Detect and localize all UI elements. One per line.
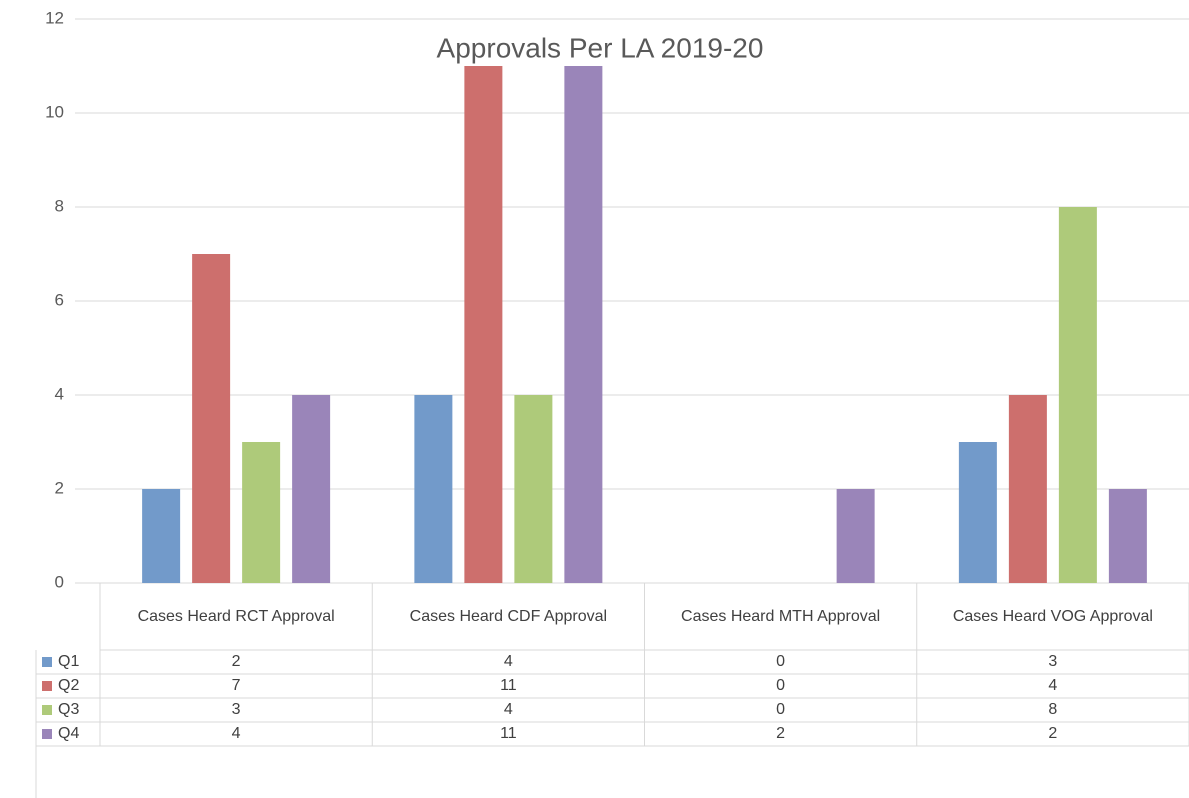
bar bbox=[292, 395, 331, 583]
legend-key bbox=[42, 705, 52, 715]
table-value: 2 bbox=[231, 653, 241, 670]
table-value: 0 bbox=[776, 653, 786, 670]
category-label: Cases Heard RCT Approval bbox=[137, 607, 335, 625]
bar bbox=[1008, 395, 1047, 583]
y-tick-label: 2 bbox=[55, 478, 64, 497]
table-value: 4 bbox=[503, 701, 513, 718]
bar bbox=[836, 489, 875, 583]
y-tick-label: 10 bbox=[45, 102, 64, 121]
bar bbox=[242, 442, 281, 583]
legend-key bbox=[42, 681, 52, 691]
legend-key bbox=[42, 729, 52, 739]
table-value: 2 bbox=[1048, 725, 1058, 742]
category-label: Cases Heard MTH Approval bbox=[681, 607, 881, 625]
bar bbox=[464, 66, 503, 583]
table-value: 8 bbox=[1048, 701, 1058, 718]
y-tick-label: 8 bbox=[55, 196, 64, 215]
bar bbox=[958, 442, 997, 583]
table-value: 0 bbox=[776, 677, 786, 694]
legend-label: Q2 bbox=[58, 677, 80, 694]
y-tick-label: 12 bbox=[45, 8, 64, 27]
bar bbox=[142, 489, 181, 583]
bar bbox=[1058, 207, 1097, 583]
bar bbox=[414, 395, 453, 583]
y-tick-label: 0 bbox=[55, 572, 64, 591]
y-tick-label: 4 bbox=[55, 384, 64, 403]
legend-key bbox=[42, 657, 52, 667]
table-value: 4 bbox=[503, 653, 513, 670]
category-label: Cases Heard CDF Approval bbox=[409, 607, 608, 625]
table-value: 0 bbox=[776, 701, 786, 718]
legend-label: Q3 bbox=[58, 701, 80, 718]
bar bbox=[192, 254, 231, 583]
legend-label: Q4 bbox=[58, 725, 80, 742]
table-value: 3 bbox=[231, 701, 241, 718]
table-value: 11 bbox=[500, 725, 517, 742]
table-value: 4 bbox=[231, 725, 241, 742]
table-value: 7 bbox=[231, 677, 241, 694]
chart-title: Approvals Per LA 2019-20 bbox=[437, 32, 764, 63]
table-value: 4 bbox=[1048, 677, 1058, 694]
bar bbox=[514, 395, 553, 583]
table-value: 3 bbox=[1048, 653, 1058, 670]
legend-label: Q1 bbox=[58, 653, 80, 670]
table-value: 2 bbox=[776, 725, 786, 742]
category-label: Cases Heard VOG Approval bbox=[952, 607, 1153, 625]
y-tick-label: 6 bbox=[55, 290, 64, 309]
bar bbox=[564, 66, 603, 583]
table-value: 11 bbox=[500, 677, 517, 694]
bar bbox=[1108, 489, 1147, 583]
